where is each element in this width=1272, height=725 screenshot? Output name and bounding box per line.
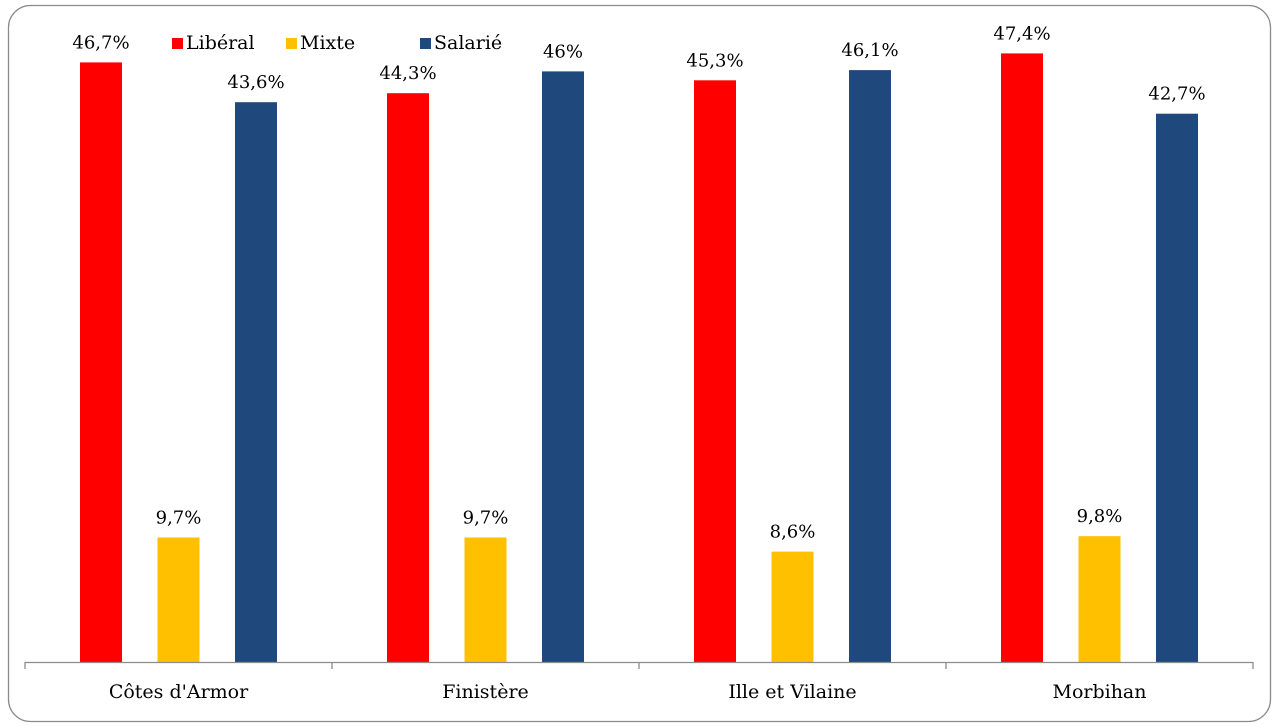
legend-label-salarie: Salarié xyxy=(434,32,503,54)
data-label-salarie-ille-et-vilaine: 46,1% xyxy=(841,40,898,61)
x-axis-ticks xyxy=(24,662,1254,669)
bar-liberal-morbihan xyxy=(1001,53,1043,662)
legend-item-liberal: Libéral xyxy=(172,32,286,54)
bar-salarie-cotes-d-armor xyxy=(235,102,277,662)
bar-mixte-ille-et-vilaine xyxy=(771,551,814,662)
bar-mixte-finistere xyxy=(464,537,507,662)
legend-swatch-mixte xyxy=(286,37,297,49)
data-label-salarie-morbihan: 42,7% xyxy=(1148,84,1205,105)
data-label-mixte-cotes-d-armor: 9,7% xyxy=(156,508,202,529)
bar-mixte-morbihan xyxy=(1078,536,1121,662)
category-label-finistere: Finistère xyxy=(442,681,529,703)
data-label-salarie-finistere: 46% xyxy=(543,41,583,62)
bar-liberal-finistere xyxy=(387,93,429,662)
data-label-liberal-cotes-d-armor: 46,7% xyxy=(72,32,129,53)
data-label-liberal-ille-et-vilaine: 45,3% xyxy=(686,50,743,71)
bar-mixte-cotes-d-armor xyxy=(157,537,200,662)
legend-label-liberal: Libéral xyxy=(186,32,255,54)
data-label-mixte-finistere: 9,7% xyxy=(463,508,509,529)
legend-swatch-liberal xyxy=(172,37,183,49)
category-label-ille-et-vilaine: Ille et Vilaine xyxy=(728,681,856,703)
legend-item-salarie: Salarié xyxy=(420,32,502,54)
data-label-liberal-finistere: 44,3% xyxy=(379,63,436,84)
bar-salarie-ille-et-vilaine xyxy=(849,70,891,663)
bars-layer xyxy=(80,53,1198,663)
data-label-mixte-morbihan: 9,8% xyxy=(1077,506,1123,527)
data-label-salarie-cotes-d-armor: 43,6% xyxy=(227,72,284,93)
legend-swatch-salarie xyxy=(420,37,431,49)
category-label-cotes-d-armor: Côtes d'Armor xyxy=(109,681,249,703)
bar-liberal-ille-et-vilaine xyxy=(694,80,736,663)
legend: Libéral Mixte Salarié xyxy=(172,32,502,54)
bar-liberal-cotes-d-armor xyxy=(80,62,122,662)
data-label-mixte-ille-et-vilaine: 8,6% xyxy=(770,522,816,543)
bar-salarie-finistere xyxy=(542,71,584,662)
chart-border xyxy=(7,4,1272,723)
category-label-morbihan: Morbihan xyxy=(1052,681,1146,703)
legend-label-mixte: Mixte xyxy=(300,32,356,54)
legend-item-mixte: Mixte xyxy=(286,32,420,54)
data-label-liberal-morbihan: 47,4% xyxy=(993,23,1050,44)
data-labels-layer: 46,7% 9,7% 43,6% 44,3% 9,7% 46% 45,3% 8,6% 46,1%… xyxy=(72,23,1205,542)
bar-salarie-morbihan xyxy=(1156,113,1198,662)
x-axis-category-labels: Côtes d'Armor Finistère Ille et Vilaine Mor… xyxy=(109,681,1147,703)
